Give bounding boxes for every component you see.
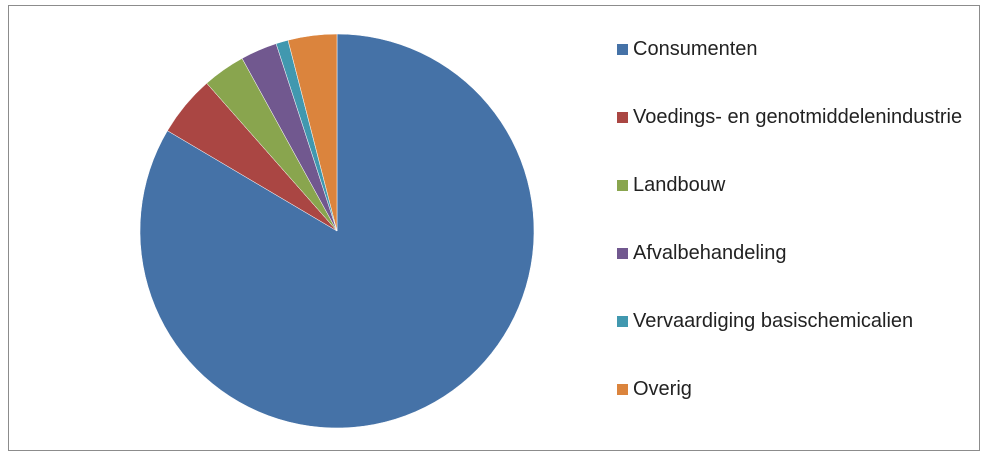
legend-swatch bbox=[617, 248, 628, 259]
legend-swatch bbox=[617, 316, 628, 327]
pie-slice bbox=[287, 33, 338, 232]
legend-swatch bbox=[617, 112, 628, 123]
legend: Consumenten Voedings- en genotmiddelenind… bbox=[617, 33, 977, 441]
legend-item: Afvalbehandeling bbox=[617, 237, 977, 270]
legend-swatch bbox=[617, 384, 628, 395]
chart-frame bbox=[8, 5, 980, 451]
legend-swatch bbox=[617, 180, 628, 191]
legend-item: Consumenten bbox=[617, 33, 977, 66]
legend-label: Landbouw bbox=[633, 174, 726, 196]
legend-label: Vervaardiging basischemicalien bbox=[633, 310, 914, 332]
legend-item: Overig bbox=[617, 373, 977, 406]
legend-label: Overig bbox=[633, 378, 692, 400]
pie-slice bbox=[139, 33, 535, 429]
legend-swatch bbox=[617, 44, 628, 55]
legend-label: Voedings- en genotmiddelenindustrie bbox=[633, 106, 963, 128]
legend-label: Afvalbehandeling bbox=[633, 242, 787, 264]
legend-item: Vervaardiging basischemicalien bbox=[617, 305, 977, 338]
legend-item: Voedings- en genotmiddelenindustrie bbox=[617, 101, 977, 134]
legend-item: Landbouw bbox=[617, 169, 977, 202]
legend-label: Consumenten bbox=[633, 38, 758, 60]
